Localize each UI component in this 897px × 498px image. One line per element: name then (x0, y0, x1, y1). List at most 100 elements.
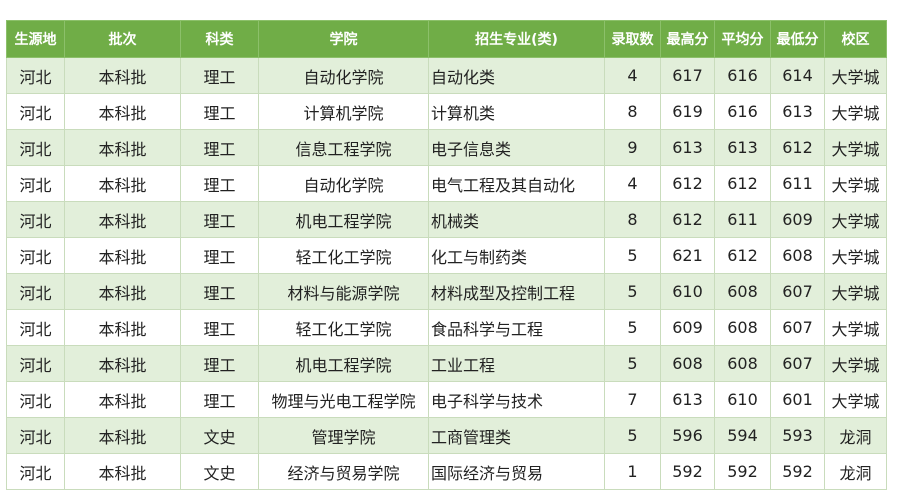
table-cell: 理工 (180, 273, 259, 310)
table-cell: 610 (660, 273, 715, 310)
table-cell: 理工 (180, 93, 259, 130)
table-cell: 5 (604, 273, 661, 310)
table-cell: 611 (714, 201, 771, 238)
table-cell: 613 (660, 381, 715, 418)
table-cell: 河北 (6, 309, 65, 346)
table-body: 河北 本科批 理工 自动化学院 自动化类 4 617 616 614 大学城 河北 本科批 理工 计算机学… (6, 57, 887, 490)
table-cell: 河北 (6, 453, 65, 490)
admission-table: 生源地 批次 科类 学院 招生专业(类) 录取数 最高分 平均分 最低分 校区 河北 本科批 理工 自动… (6, 20, 887, 490)
table-cell: 608 (714, 309, 771, 346)
table-cell: 593 (770, 417, 825, 454)
table-cell: 大学城 (824, 273, 887, 310)
table-cell: 机电工程学院 (258, 201, 429, 238)
table-cell: 4 (604, 165, 661, 202)
table-cell: 河北 (6, 93, 65, 130)
table-cell: 理工 (180, 309, 259, 346)
table-row: 河北 本科批 理工 自动化学院 电气工程及其自动化 4 612 612 611 大学城 (6, 165, 887, 202)
table-cell: 612 (770, 129, 825, 166)
table-cell: 大学城 (824, 93, 887, 130)
header-row: 生源地 批次 科类 学院 招生专业(类) 录取数 最高分 平均分 最低分 校区 (6, 20, 887, 58)
table-row: 河北 本科批 文史 管理学院 工商管理类 5 596 594 593 龙洞 (6, 417, 887, 454)
table-cell: 617 (660, 57, 715, 94)
table-row: 河北 本科批 理工 信息工程学院 电子信息类 9 613 613 612 大学城 (6, 129, 887, 166)
table-cell: 理工 (180, 165, 259, 202)
table-cell: 自动化学院 (258, 165, 429, 202)
table-cell: 龙洞 (824, 417, 887, 454)
table-cell: 电子科学与技术 (428, 381, 605, 418)
table-cell: 612 (714, 237, 771, 274)
table-cell: 1 (604, 453, 661, 490)
table-cell: 大学城 (824, 129, 887, 166)
table-cell: 592 (714, 453, 771, 490)
table-cell: 592 (660, 453, 715, 490)
table-cell: 7 (604, 381, 661, 418)
table-cell: 河北 (6, 417, 65, 454)
table-cell: 理工 (180, 129, 259, 166)
table-row: 河北 本科批 理工 自动化学院 自动化类 4 617 616 614 大学城 (6, 57, 887, 94)
table-row: 河北 本科批 理工 机电工程学院 工业工程 5 608 608 607 大学城 (6, 345, 887, 382)
table-cell: 本科批 (64, 309, 181, 346)
table-cell: 610 (714, 381, 771, 418)
table-cell: 596 (660, 417, 715, 454)
table-cell: 619 (660, 93, 715, 130)
table-cell: 材料成型及控制工程 (428, 273, 605, 310)
table-cell: 经济与贸易学院 (258, 453, 429, 490)
table-row: 河北 本科批 理工 材料与能源学院 材料成型及控制工程 5 610 608 607 大学城 (6, 273, 887, 310)
table-cell: 自动化类 (428, 57, 605, 94)
table-cell: 轻工化工学院 (258, 309, 429, 346)
table-cell: 理工 (180, 381, 259, 418)
table-cell: 594 (714, 417, 771, 454)
table-cell: 607 (770, 345, 825, 382)
table-cell: 文史 (180, 453, 259, 490)
table-cell: 本科批 (64, 93, 181, 130)
table-cell: 河北 (6, 273, 65, 310)
header-cell: 批次 (64, 20, 181, 58)
table-cell: 607 (770, 309, 825, 346)
header-cell: 科类 (180, 20, 259, 58)
table-cell: 本科批 (64, 237, 181, 274)
table-row: 河北 本科批 理工 轻工化工学院 食品科学与工程 5 609 608 607 大学城 (6, 309, 887, 346)
table-cell: 613 (660, 129, 715, 166)
table-cell: 理工 (180, 237, 259, 274)
table-cell: 轻工化工学院 (258, 237, 429, 274)
table-row: 河北 本科批 理工 轻工化工学院 化工与制药类 5 621 612 608 大学城 (6, 237, 887, 274)
table-cell: 5 (604, 345, 661, 382)
table-cell: 611 (770, 165, 825, 202)
header-cell: 校区 (824, 20, 887, 58)
table-cell: 工业工程 (428, 345, 605, 382)
table-cell: 612 (714, 165, 771, 202)
header-cell: 录取数 (604, 20, 661, 58)
table-cell: 龙洞 (824, 453, 887, 490)
table-cell: 616 (714, 93, 771, 130)
table-cell: 河北 (6, 345, 65, 382)
table-cell: 608 (660, 345, 715, 382)
table-cell: 食品科学与工程 (428, 309, 605, 346)
table-cell: 机电工程学院 (258, 345, 429, 382)
table-cell: 大学城 (824, 165, 887, 202)
table-cell: 609 (660, 309, 715, 346)
table-cell: 609 (770, 201, 825, 238)
table-cell: 613 (714, 129, 771, 166)
table-cell: 河北 (6, 237, 65, 274)
table-row: 河北 本科批 理工 机电工程学院 机械类 8 612 611 609 大学城 (6, 201, 887, 238)
table-cell: 本科批 (64, 417, 181, 454)
table-cell: 大学城 (824, 201, 887, 238)
table-cell: 614 (770, 57, 825, 94)
table-cell: 621 (660, 237, 715, 274)
table-cell: 河北 (6, 381, 65, 418)
table-cell: 本科批 (64, 345, 181, 382)
table-cell: 592 (770, 453, 825, 490)
table-cell: 化工与制药类 (428, 237, 605, 274)
table-cell: 自动化学院 (258, 57, 429, 94)
table-cell: 电子信息类 (428, 129, 605, 166)
table-cell: 河北 (6, 165, 65, 202)
table-cell: 工商管理类 (428, 417, 605, 454)
header-cell: 最高分 (660, 20, 715, 58)
table-cell: 612 (660, 201, 715, 238)
table-cell: 物理与光电工程学院 (258, 381, 429, 418)
table-cell: 本科批 (64, 57, 181, 94)
table-cell: 8 (604, 93, 661, 130)
table-cell: 文史 (180, 417, 259, 454)
header-cell: 招生专业(类) (428, 20, 605, 58)
